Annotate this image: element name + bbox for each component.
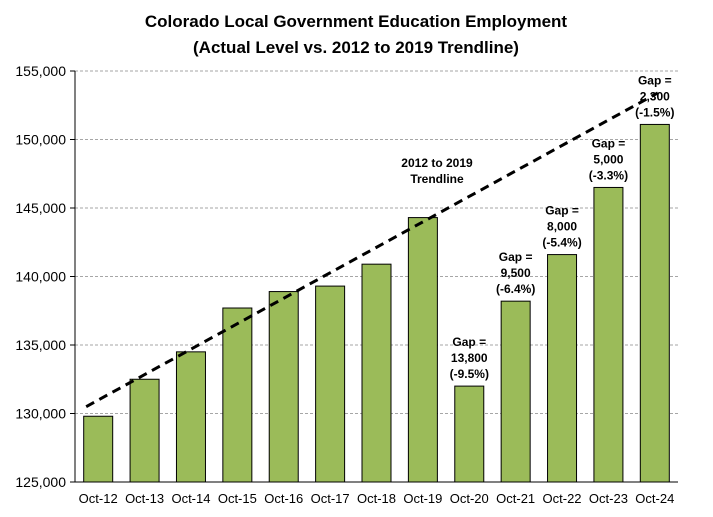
bar [361,263,392,483]
gap-annotation-line: (-6.4%) [496,282,535,296]
bar [129,378,160,483]
bar [547,254,578,483]
gap-annotation-line: (-1.5%) [635,105,674,119]
x-tick-label: Oct-15 [218,491,257,506]
bar [315,285,346,483]
x-tick-label: Oct-21 [496,491,535,506]
bar [639,123,670,483]
x-tick-label: Oct-13 [125,491,164,506]
trendline-label-line: Trendline [410,172,464,186]
bar [454,385,485,483]
bar [268,291,299,483]
x-tick-label: Oct-16 [264,491,303,506]
y-tick-label: 130,000 [15,406,66,422]
gap-annotation-line: (-9.5%) [450,367,489,381]
gap-annotation-line: Gap = [452,335,486,349]
trendline-group: 2012 to 2019 Trendline [85,91,659,408]
gap-annotation-line: 8,000 [547,220,577,234]
x-tick-label: Oct-23 [589,491,628,506]
annotations: Gap = 13,800 (-9.5%)Gap = 9,500 (-6.4%)Gap =… [450,73,675,381]
y-tick-label: 155,000 [15,63,66,79]
y-tick-label: 150,000 [15,132,66,148]
x-tick-label: Oct-17 [311,491,350,506]
trendline [85,91,659,408]
gap-annotation-line: 9,500 [501,266,531,280]
x-tick-label: Oct-19 [403,491,442,506]
gap-annotation-line: (-3.3%) [589,168,628,182]
y-tick-label: 145,000 [15,200,66,216]
gap-annotation-line: Gap = [499,250,533,264]
x-tick-label: Oct-24 [635,491,674,506]
gap-annotation-line: 2,300 [640,89,670,103]
bar [593,186,624,483]
bar [407,217,438,483]
gap-annotation-line: 5,000 [593,152,623,166]
bar [222,307,253,483]
y-tick-label: 125,000 [15,474,66,490]
x-tick-label: Oct-18 [357,491,396,506]
bar [175,351,206,483]
gap-annotation: Gap = 8,000 (-5.4%) [542,204,581,250]
y-tick-label: 140,000 [15,269,66,285]
bars [83,123,670,483]
x-tick-label: Oct-14 [171,491,210,506]
trendline-label: 2012 to 2019 Trendline [401,156,473,186]
chart-title: Colorado Local Government Education Empl… [145,12,568,31]
gap-annotation: Gap = 13,800 (-9.5%) [450,335,489,381]
y-axis: 125,000 130,000 135,000 140,000 145,000 150,0… [15,63,76,490]
gap-annotation: Gap = 9,500 (-6.4%) [496,250,535,296]
gap-annotation-line: (-5.4%) [542,236,581,250]
gap-annotation: Gap = 2,300 (-1.5%) [635,73,674,119]
gap-annotation-line: Gap = [592,136,626,150]
gap-annotation-line: Gap = [545,204,579,218]
x-tick-label: Oct-12 [79,491,118,506]
x-axis: Oct-12 Oct-13 Oct-14 Oct-15 Oct-16 Oct-17 Oct-… [75,481,678,506]
gap-annotation-line: 13,800 [451,351,488,365]
x-tick-label: Oct-20 [450,491,489,506]
y-tick-label: 135,000 [15,337,66,353]
chart-subtitle: (Actual Level vs. 2012 to 2019 Trendline… [193,38,519,57]
x-tick-label: Oct-22 [543,491,582,506]
trendline-label-line: 2012 to 2019 [401,156,473,170]
bar [83,415,114,483]
gap-annotation-line: Gap = [638,73,672,87]
bar [500,300,531,483]
gap-annotation: Gap = 5,000 (-3.3%) [589,136,628,182]
